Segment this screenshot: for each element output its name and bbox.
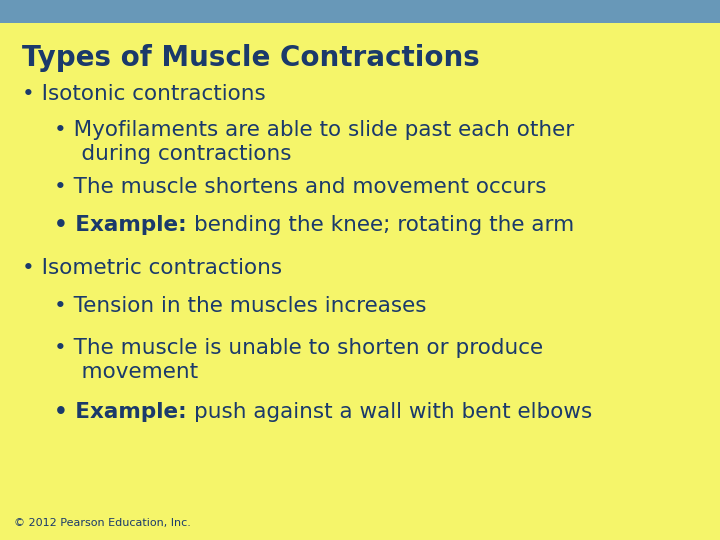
Text: Types of Muscle Contractions: Types of Muscle Contractions [22, 44, 480, 72]
Text: • The muscle is unable to shorten or produce
    movement: • The muscle is unable to shorten or pro… [54, 338, 543, 382]
Text: © 2012 Pearson Education, Inc.: © 2012 Pearson Education, Inc. [14, 518, 192, 528]
Text: bending the knee; rotating the arm: bending the knee; rotating the arm [194, 215, 575, 235]
Text: • Isometric contractions: • Isometric contractions [22, 258, 282, 278]
Text: push against a wall with bent elbows: push against a wall with bent elbows [194, 402, 593, 422]
Text: • Example:: • Example: [54, 402, 194, 422]
Text: • Example:: • Example: [54, 215, 194, 235]
Text: • Tension in the muscles increases: • Tension in the muscles increases [54, 296, 426, 316]
Bar [0, 0, 720, 23]
Text: • Myofilaments are able to slide past each other
    during contractions: • Myofilaments are able to slide past ea… [54, 120, 575, 164]
Text: • Isotonic contractions: • Isotonic contractions [22, 84, 266, 104]
Text: • The muscle shortens and movement occurs: • The muscle shortens and movement occur… [54, 177, 546, 197]
